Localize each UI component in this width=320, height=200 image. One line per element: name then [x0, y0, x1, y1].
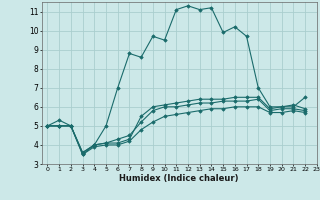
X-axis label: Humidex (Indice chaleur): Humidex (Indice chaleur) [119, 174, 239, 183]
